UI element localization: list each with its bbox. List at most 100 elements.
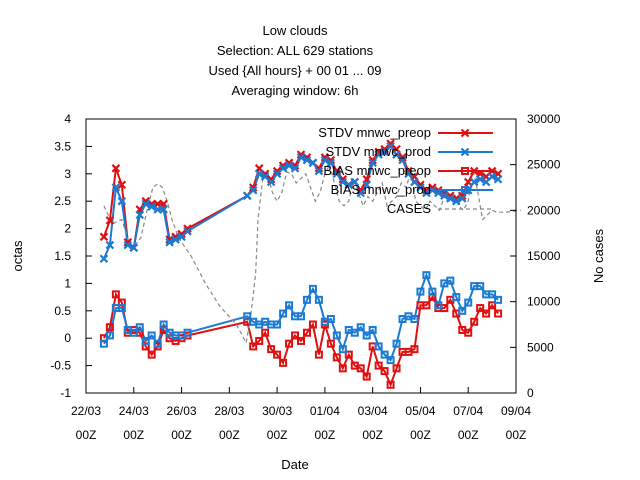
data-point — [350, 177, 360, 187]
y2-tick-label: 10000 — [527, 295, 561, 309]
data-point — [141, 199, 150, 209]
data-point — [111, 164, 121, 173]
data-point — [147, 331, 156, 340]
data-point — [290, 164, 300, 173]
x-tick-date-label: 03/04 — [358, 404, 388, 418]
data-point — [493, 175, 503, 184]
data-point — [147, 350, 156, 359]
x-tick-date-label: 30/03 — [262, 404, 292, 418]
y-axis-label: octas — [10, 240, 25, 272]
data-point — [129, 328, 138, 337]
data-point — [332, 166, 342, 176]
data-point — [452, 293, 461, 302]
series-line — [103, 272, 499, 362]
data-point — [338, 345, 347, 354]
series-markers — [99, 139, 503, 389]
data-point — [153, 339, 162, 348]
data-point — [476, 304, 485, 313]
y2-tick-label: 5000 — [527, 340, 554, 354]
data-point — [99, 232, 109, 242]
data-point — [440, 191, 449, 200]
y-tick-label: 1 — [64, 276, 71, 290]
data-point — [356, 323, 365, 332]
data-point — [374, 150, 383, 159]
data-point — [129, 243, 139, 253]
data-point — [261, 328, 270, 337]
title-line: Low clouds — [262, 23, 328, 38]
y2-tick-label: 25000 — [527, 158, 561, 172]
data-point — [183, 224, 192, 233]
data-point — [488, 290, 497, 299]
data-point — [249, 342, 258, 351]
data-point — [255, 336, 264, 345]
data-point — [314, 350, 323, 359]
x-tick-hour-label: 00Z — [506, 428, 527, 442]
data-point — [488, 301, 497, 310]
y-tick-label: -1 — [60, 386, 71, 400]
data-point — [386, 380, 395, 389]
data-point — [476, 282, 485, 291]
series-line — [102, 144, 499, 260]
data-point — [141, 336, 150, 345]
y2-tick-label: 15000 — [527, 249, 561, 263]
x-tick-date-label: 22/03 — [71, 404, 101, 418]
data-point — [368, 158, 377, 168]
data-point — [398, 155, 407, 165]
y-tick-label: -0.5 — [50, 359, 71, 373]
data-point — [248, 185, 258, 195]
data-point — [356, 364, 365, 373]
data-point — [308, 158, 318, 168]
legend-marker — [461, 167, 469, 175]
data-point — [117, 196, 127, 206]
y2-tick-label: 20000 — [527, 203, 561, 217]
y-tick-label: 3.5 — [54, 139, 71, 153]
data-point — [159, 320, 168, 329]
legend-label: BIAS mnwc_prod — [331, 182, 431, 197]
data-point — [165, 238, 174, 247]
legend-marker — [460, 128, 470, 138]
data-point — [105, 216, 115, 225]
data-point — [326, 158, 336, 168]
y-tick-label: 2 — [64, 222, 71, 236]
x-tick-hour-label: 00Z — [171, 428, 192, 442]
data-point — [392, 339, 401, 348]
x-tick-date-label: 07/04 — [453, 404, 483, 418]
data-point — [285, 301, 294, 310]
data-point — [452, 196, 461, 206]
y-tick-label: 2.5 — [54, 194, 71, 208]
title-line: Used {All hours} + 00 01 ... 09 — [208, 63, 381, 78]
data-point — [458, 306, 467, 315]
data-point — [332, 353, 341, 362]
data-point — [464, 328, 473, 337]
legend-label: CASES — [387, 201, 431, 216]
data-point — [494, 295, 503, 304]
data-point — [243, 312, 252, 321]
data-point — [374, 342, 383, 351]
data-point — [362, 372, 371, 381]
y2-tick-label: 30000 — [527, 112, 561, 126]
legend-label: BIAS mnwc_preop — [323, 163, 431, 178]
data-point — [434, 301, 443, 310]
data-point — [314, 295, 323, 304]
data-point — [111, 183, 121, 192]
data-point — [380, 367, 389, 376]
data-point — [171, 235, 180, 244]
x-tick-date-label: 09/04 — [501, 404, 531, 418]
data-point — [410, 345, 419, 354]
x-tick-date-label: 24/03 — [119, 404, 149, 418]
data-point — [368, 325, 377, 334]
data-point — [404, 169, 413, 179]
legend-label: STDV mnwc_preop — [318, 125, 431, 140]
x-tick-hour-label: 00Z — [219, 428, 240, 442]
x-tick-hour-label: 00Z — [362, 428, 383, 442]
y2-tick-label: 0 — [527, 386, 534, 400]
y-tick-label: 4 — [64, 112, 71, 126]
legend: STDV mnwc_preop STDV mnwc_prod BIAS mnwc_p… — [318, 125, 493, 216]
x-tick-date-label: 05/04 — [405, 404, 435, 418]
data-point — [123, 240, 133, 250]
data-point — [99, 339, 108, 348]
data-point — [285, 339, 294, 348]
data-point — [422, 271, 431, 280]
data-point — [475, 175, 485, 184]
